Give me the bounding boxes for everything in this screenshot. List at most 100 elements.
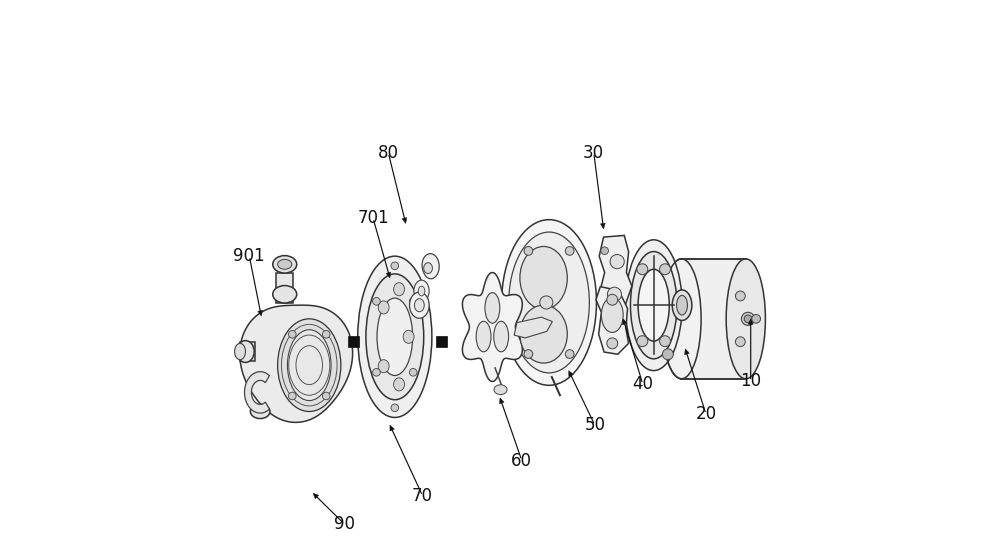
Ellipse shape — [601, 247, 608, 255]
Ellipse shape — [378, 360, 389, 373]
Bar — [436, 336, 447, 347]
Ellipse shape — [403, 330, 414, 343]
Ellipse shape — [424, 263, 432, 274]
Ellipse shape — [502, 220, 596, 385]
Ellipse shape — [358, 256, 432, 417]
Ellipse shape — [752, 314, 761, 323]
Ellipse shape — [565, 350, 574, 359]
Ellipse shape — [485, 293, 500, 323]
Polygon shape — [685, 349, 689, 355]
Text: 80: 80 — [378, 143, 399, 162]
Ellipse shape — [476, 321, 491, 352]
Polygon shape — [599, 235, 632, 316]
Polygon shape — [402, 217, 407, 223]
Circle shape — [409, 368, 417, 376]
Ellipse shape — [418, 286, 425, 296]
Ellipse shape — [377, 298, 413, 376]
Polygon shape — [600, 223, 605, 229]
Polygon shape — [462, 272, 522, 382]
Circle shape — [409, 298, 417, 305]
Ellipse shape — [607, 294, 618, 305]
Ellipse shape — [237, 341, 254, 362]
Ellipse shape — [565, 246, 574, 255]
Bar — [348, 336, 359, 347]
Ellipse shape — [235, 343, 245, 360]
Polygon shape — [569, 371, 573, 377]
Polygon shape — [422, 253, 439, 279]
Text: 701: 701 — [357, 209, 389, 227]
Polygon shape — [313, 493, 319, 499]
Ellipse shape — [735, 337, 745, 347]
Ellipse shape — [741, 312, 755, 325]
Ellipse shape — [607, 338, 618, 349]
Ellipse shape — [524, 246, 533, 255]
Text: 60: 60 — [511, 451, 532, 470]
Ellipse shape — [494, 385, 507, 395]
Polygon shape — [386, 272, 391, 278]
Ellipse shape — [394, 378, 405, 391]
Ellipse shape — [601, 298, 623, 332]
Text: 50: 50 — [584, 416, 605, 434]
Polygon shape — [390, 425, 394, 431]
Ellipse shape — [520, 305, 567, 363]
Polygon shape — [748, 319, 753, 324]
Ellipse shape — [638, 269, 669, 341]
Polygon shape — [240, 305, 353, 422]
Ellipse shape — [410, 292, 429, 318]
Ellipse shape — [735, 291, 745, 301]
Ellipse shape — [630, 252, 677, 359]
Text: 70: 70 — [412, 487, 433, 505]
Ellipse shape — [378, 301, 389, 314]
Text: 901: 901 — [233, 247, 265, 265]
Circle shape — [322, 330, 330, 338]
Ellipse shape — [250, 404, 270, 419]
Ellipse shape — [366, 274, 424, 399]
Circle shape — [373, 298, 380, 305]
Polygon shape — [514, 317, 552, 338]
Polygon shape — [596, 287, 629, 354]
Ellipse shape — [524, 350, 533, 359]
Ellipse shape — [610, 255, 624, 269]
Ellipse shape — [660, 264, 670, 275]
Polygon shape — [258, 310, 263, 316]
Polygon shape — [499, 398, 504, 404]
Ellipse shape — [625, 240, 682, 371]
Polygon shape — [622, 319, 627, 325]
Ellipse shape — [662, 349, 673, 360]
Ellipse shape — [509, 232, 589, 373]
Ellipse shape — [520, 246, 567, 310]
Ellipse shape — [540, 296, 553, 309]
Text: 10: 10 — [740, 372, 761, 391]
Circle shape — [322, 392, 330, 400]
Ellipse shape — [394, 283, 405, 296]
Bar — [240, 342, 255, 361]
Text: 20: 20 — [695, 405, 717, 423]
Ellipse shape — [677, 295, 687, 315]
Text: 30: 30 — [583, 143, 604, 162]
Bar — [276, 273, 293, 303]
Circle shape — [391, 262, 399, 270]
Ellipse shape — [278, 259, 292, 269]
Circle shape — [288, 392, 296, 400]
Polygon shape — [681, 259, 746, 379]
Circle shape — [373, 368, 380, 376]
Circle shape — [288, 330, 296, 338]
Ellipse shape — [637, 264, 648, 275]
Text: 40: 40 — [632, 375, 653, 393]
Ellipse shape — [414, 280, 429, 302]
Circle shape — [391, 404, 399, 411]
Ellipse shape — [414, 299, 424, 312]
Ellipse shape — [726, 259, 765, 379]
Ellipse shape — [273, 286, 297, 303]
Ellipse shape — [494, 321, 509, 352]
Ellipse shape — [607, 287, 622, 301]
Ellipse shape — [662, 259, 701, 379]
Polygon shape — [245, 372, 269, 413]
Ellipse shape — [660, 336, 670, 347]
Ellipse shape — [744, 315, 752, 323]
Ellipse shape — [637, 336, 648, 347]
Ellipse shape — [273, 256, 297, 273]
Ellipse shape — [672, 290, 692, 320]
Ellipse shape — [278, 319, 341, 411]
Ellipse shape — [287, 330, 331, 401]
